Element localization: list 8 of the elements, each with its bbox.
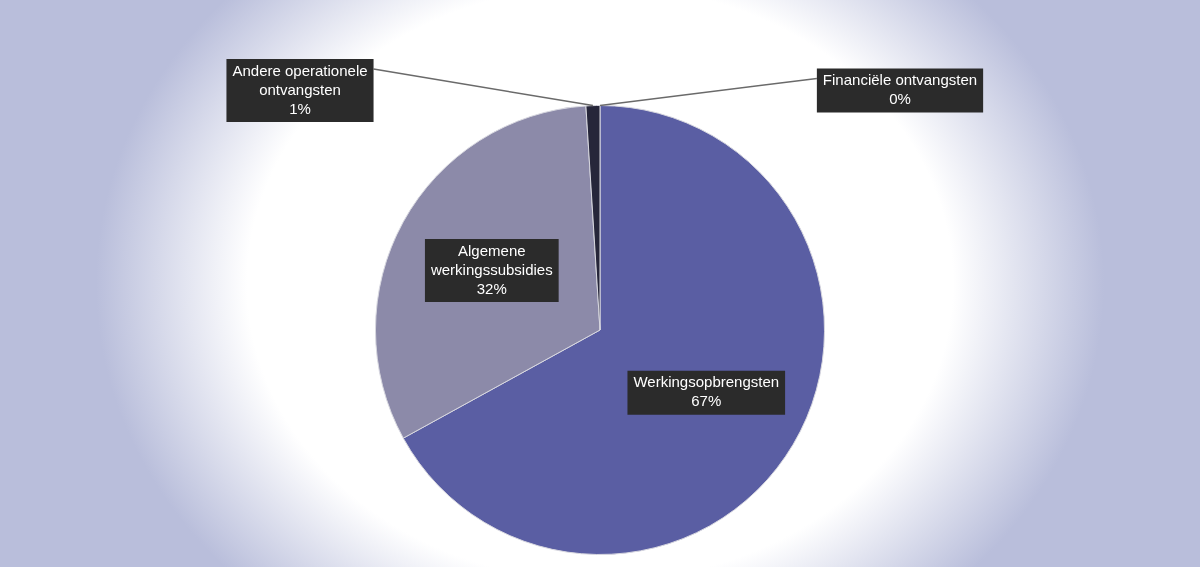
slice-label: Andere operationele ontvangsten: [232, 61, 368, 98]
data-label: 67%: [691, 392, 722, 410]
slice-label: Algemene werkingssubsidies: [429, 241, 553, 278]
data-label: 32%: [476, 279, 507, 297]
text: 0%: [889, 90, 911, 108]
category-label: Financiële ontvangsten: [822, 71, 978, 89]
slice-label: Werkingsopbrengsten: [633, 373, 780, 391]
data-label: 1%: [289, 99, 311, 117]
